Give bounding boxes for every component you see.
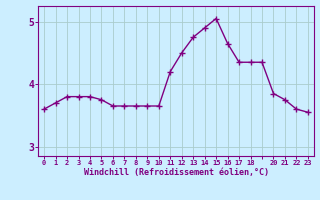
X-axis label: Windchill (Refroidissement éolien,°C): Windchill (Refroidissement éolien,°C): [84, 168, 268, 177]
